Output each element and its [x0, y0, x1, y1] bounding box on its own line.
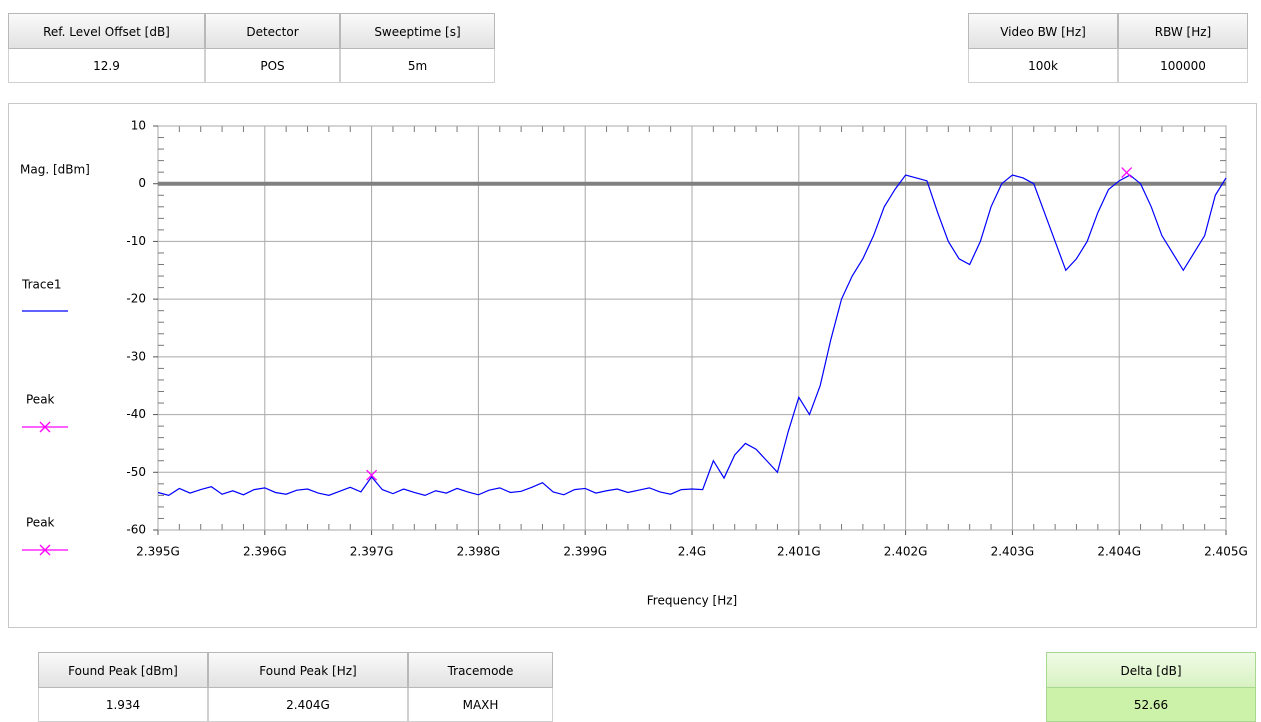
- legend-label: Peak: [26, 516, 55, 530]
- x-tick-label: 2.395G: [136, 545, 180, 559]
- field-label: Ref. Level Offset [dB]: [8, 13, 205, 49]
- y-tick-label: -30: [126, 349, 146, 363]
- field-box: Video BW [Hz] 100k: [968, 13, 1118, 83]
- cross-stroke: [366, 469, 378, 481]
- peak-marker: [366, 469, 378, 481]
- field-box: Found Peak [Hz] 2.404G: [208, 652, 408, 722]
- x-tick-label: 2.403G: [991, 545, 1035, 559]
- field-value: 100k: [968, 49, 1118, 83]
- field-value: POS: [205, 49, 340, 83]
- cross-stroke: [39, 544, 51, 556]
- x-tick-label: 2.404G: [1097, 545, 1141, 559]
- cross-stroke: [1121, 167, 1133, 179]
- y-tick-label: 10: [131, 119, 146, 133]
- cross-stroke: [1121, 167, 1133, 179]
- field-value: 5m: [340, 49, 495, 83]
- chart-panel: [8, 103, 1257, 628]
- field-box: Found Peak [dBm] 1.934: [38, 652, 208, 722]
- field-label: RBW [Hz]: [1118, 13, 1248, 49]
- field-value: 1.934: [38, 688, 208, 722]
- x-tick-label: 2.399G: [563, 545, 607, 559]
- field-label: Video BW [Hz]: [968, 13, 1118, 49]
- y-axis-label: Mag. [dBm]: [20, 163, 90, 177]
- field-box: RBW [Hz] 100000: [1118, 13, 1248, 83]
- field-value: 12.9: [8, 49, 205, 83]
- x-tick-label: 2.401G: [777, 545, 821, 559]
- y-tick-label: -60: [126, 523, 146, 537]
- cross-stroke: [39, 421, 51, 433]
- x-tick-label: 2.397G: [350, 545, 394, 559]
- x-tick-label: 2.396G: [243, 545, 287, 559]
- x-axis-label: Frequency [Hz]: [647, 594, 738, 608]
- field-box: Sweeptime [s] 5m: [340, 13, 495, 83]
- trace-line: [157, 174, 1227, 497]
- legend-marker: [39, 544, 51, 556]
- y-tick-label: -50: [126, 465, 146, 479]
- y-tick-label: -10: [126, 234, 146, 248]
- cross-stroke: [39, 421, 51, 433]
- field-label: Sweeptime [s]: [340, 13, 495, 49]
- field-box: Tracemode MAXH: [408, 652, 553, 722]
- x-tick-label: 2.402G: [884, 545, 928, 559]
- y-tick-label: 0: [138, 176, 146, 190]
- legend-label: Trace1: [21, 278, 61, 292]
- cross-stroke: [366, 469, 378, 481]
- field-value: 2.404G: [208, 688, 408, 722]
- field-box: Detector POS: [205, 13, 340, 83]
- field-box: Ref. Level Offset [dB] 12.9: [8, 13, 205, 83]
- y-tick-label: -40: [126, 407, 146, 421]
- field-value: MAXH: [408, 688, 553, 722]
- field-label: Found Peak [Hz]: [208, 652, 408, 688]
- cross-stroke: [39, 544, 51, 556]
- peak-marker: [1121, 167, 1133, 179]
- field-box: Delta [dB] 52.66: [1046, 652, 1256, 722]
- legend-label: Peak: [26, 393, 55, 407]
- field-value: 100000: [1118, 49, 1248, 83]
- field-label: Detector: [205, 13, 340, 49]
- y-tick-label: -20: [126, 292, 146, 306]
- x-tick-label: 2.4G: [678, 545, 706, 559]
- legend-marker: [39, 421, 51, 433]
- field-label: Delta [dB]: [1046, 652, 1256, 688]
- field-label: Found Peak [dBm]: [38, 652, 208, 688]
- field-label: Tracemode: [408, 652, 553, 688]
- x-tick-label: 2.398G: [457, 545, 501, 559]
- x-tick-label: 2.405G: [1204, 545, 1248, 559]
- plot-area: [157, 125, 1227, 531]
